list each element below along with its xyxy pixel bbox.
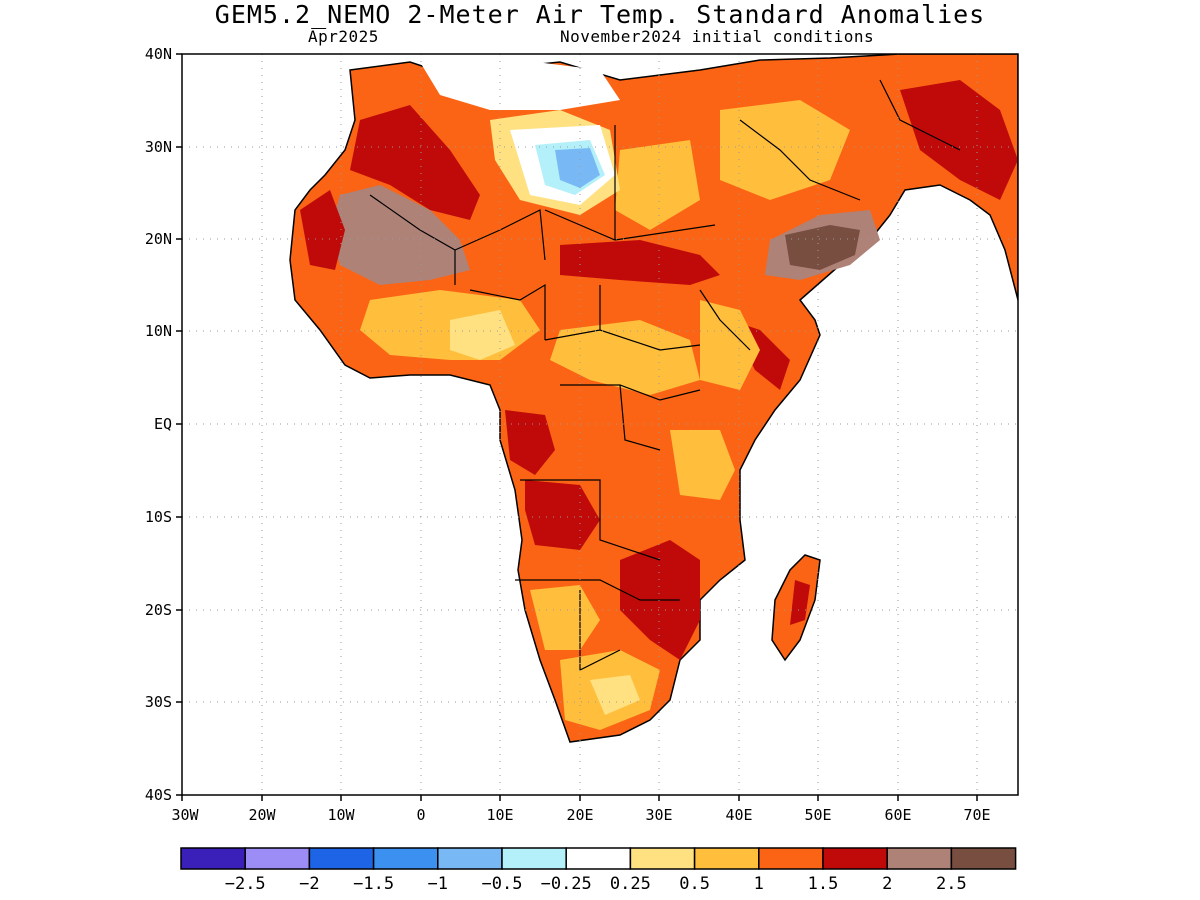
colorbar-tick-label: −2	[299, 874, 319, 894]
colorbar-swatch	[244, 847, 311, 870]
lon-label-10w: 10W	[327, 806, 355, 824]
lon-label-30e: 30E	[645, 806, 672, 824]
anomaly-patch-angola-high	[525, 480, 600, 550]
latitude-labels: 40N 30N 20N 10N EQ 10S 20S 30S 40S	[145, 45, 172, 804]
anomaly-patch-sudan-high	[560, 240, 720, 285]
map-plot-area	[182, 54, 1018, 795]
colorbar-tick-label: −0.5	[482, 874, 523, 894]
lon-label-40e: 40E	[725, 806, 752, 824]
colorbar-swatch	[372, 847, 439, 870]
latitude-axis	[176, 53, 182, 796]
colorbar-labels: −2.5 −2 −1.5 −1 −0.5 −0.25 0.25 0.5 1 1.5 2 2.5	[225, 874, 967, 894]
lat-label-30n: 30N	[145, 138, 172, 156]
colorbar-swatch	[565, 847, 632, 870]
lat-label-40n: 40N	[145, 45, 172, 63]
lat-label-eq: EQ	[154, 415, 172, 433]
anomaly-patch-congo-high	[505, 410, 555, 475]
lat-label-10s: 10S	[145, 508, 172, 526]
anomaly-patch-arabia-extreme	[785, 225, 860, 270]
longitude-labels: 30W 20W 10W 0 10E 20E 30E 40E 50E 60E 70…	[171, 806, 990, 824]
anomaly-patch-centralafrica-moderate	[550, 320, 700, 395]
lon-label-30w: 30W	[171, 806, 199, 824]
lat-label-20s: 20S	[145, 601, 172, 619]
colorbar-tick-label: 1.5	[808, 874, 839, 894]
valid-month-label: Apr2025	[308, 27, 379, 46]
colorbar-tick-label: 2.5	[936, 874, 967, 894]
colorbar-swatch	[950, 847, 1017, 870]
anomaly-patch-mediterranean-neutral	[420, 60, 620, 110]
anomaly-patch-libya-cooler	[555, 148, 600, 188]
lat-label-20n: 20N	[145, 230, 172, 248]
colorbar-swatch	[180, 847, 246, 870]
colorbar-tick-label: −1	[428, 874, 448, 894]
anomaly-patch-eastafrica-moderate	[670, 430, 735, 500]
lat-label-30s: 30S	[145, 693, 172, 711]
colorbar-tick-label: 2	[882, 874, 892, 894]
anomaly-patch-west-coast-high	[300, 190, 345, 270]
anomaly-patch-madagascar-high	[790, 580, 810, 625]
longitude-axis	[181, 795, 978, 801]
lon-label-20w: 20W	[248, 806, 276, 824]
colorbar-swatch	[437, 847, 503, 870]
anomaly-patch-sahel-very-high	[330, 185, 470, 285]
colorbar-tick-label: −1.5	[353, 874, 394, 894]
colorbar-tick-label: −0.25	[541, 874, 592, 894]
colorbar-tick-label: 1	[754, 874, 764, 894]
anomaly-patch-nigeria-weak	[450, 310, 515, 360]
colorbar-tick-label: 0.25	[610, 874, 651, 894]
lon-label-70e: 70E	[963, 806, 990, 824]
anomaly-patch-ethiopia-moderate	[700, 300, 760, 390]
anomaly-patch-arabia-north-moderate	[720, 100, 850, 200]
colorbar-swatch	[308, 847, 375, 870]
lon-label-20e: 20E	[566, 806, 593, 824]
colorbar-swatch	[758, 847, 824, 870]
lat-label-10n: 10N	[145, 322, 172, 340]
colorbar-swatch	[501, 847, 567, 870]
lon-label-60e: 60E	[884, 806, 911, 824]
anomaly-patch-iran-high	[900, 80, 1018, 200]
colorbar-tick-label: −2.5	[225, 874, 266, 894]
anomaly-patch-northwest-high	[350, 105, 480, 220]
colorbar-swatch	[693, 847, 760, 870]
colorbar-tick-label: 0.5	[679, 874, 710, 894]
colorbar-swatch	[886, 847, 953, 870]
colorbar-swatch	[822, 847, 888, 870]
lat-label-40s: 40S	[145, 786, 172, 804]
lon-label-50e: 50E	[804, 806, 831, 824]
colorbar	[180, 847, 1017, 870]
initial-conditions-label: November2024 initial conditions	[560, 27, 875, 46]
colorbar-swatch	[629, 847, 696, 870]
anomaly-patch-namibia-moderate	[530, 585, 600, 650]
lon-label-0: 0	[416, 806, 425, 824]
anomaly-patch-egypt-moderate	[615, 140, 700, 230]
anomaly-patch-south-weak	[590, 675, 640, 715]
map-title: GEM5.2_NEMO 2-Meter Air Temp. Standard A…	[214, 0, 986, 29]
lon-label-10e: 10E	[486, 806, 513, 824]
